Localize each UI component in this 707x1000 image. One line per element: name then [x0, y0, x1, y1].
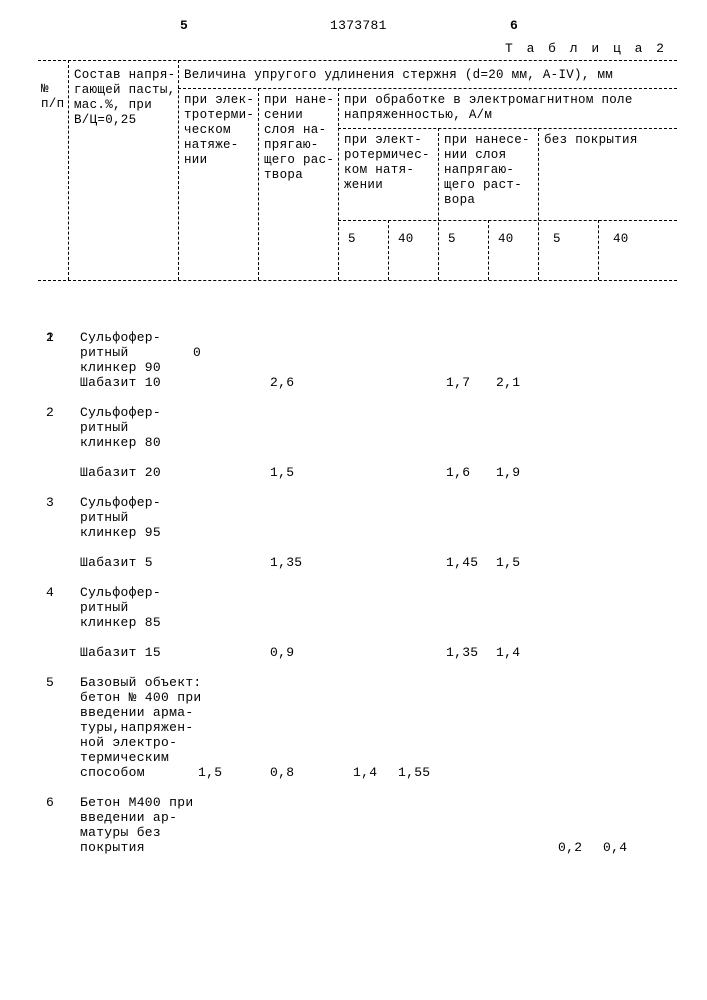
composition: Сульфофер- ритный клинкер 80: [80, 405, 220, 450]
value-em-layer-5: 1,35: [446, 645, 491, 660]
value-em-layer-5: 1,45: [446, 555, 491, 570]
col-header-em-layer: при нанесе- нии слоя напрягаю- щего раст…: [444, 133, 536, 208]
rule: [488, 220, 489, 280]
page: 5 1373781 6 Т а б л и ц а 2 № п/п Состав…: [0, 0, 707, 1000]
row-number: 2: [46, 330, 66, 345]
page-number-right: 6: [510, 18, 518, 33]
col-header-em-electro: при элект- ротермичес- ком натя- жении: [344, 133, 436, 193]
row-number: 2: [46, 405, 66, 420]
col-header-5: 5: [448, 232, 456, 247]
composition: Шабазит 20: [80, 465, 220, 480]
rule: [38, 280, 677, 281]
rule: [598, 220, 599, 280]
rule: [338, 128, 677, 129]
row-number: 5: [46, 675, 66, 690]
rule: [68, 60, 69, 280]
value-layer: 0,8: [270, 765, 315, 780]
col-header-5: 5: [553, 232, 561, 247]
col-header-40: 40: [398, 232, 414, 247]
value-em-bare-40: 0,4: [603, 840, 648, 855]
col-header-40: 40: [613, 232, 629, 247]
page-number-left: 5: [180, 18, 188, 33]
value-em-electro-5: 1,4: [353, 765, 398, 780]
composition: Бетон М400 при введении ар- матуры без п…: [80, 795, 220, 855]
value-electro: 0: [193, 345, 238, 360]
row-number: 3: [46, 495, 66, 510]
composition: Шабазит 5: [80, 555, 220, 570]
rule: [178, 88, 677, 89]
composition: Шабазит 10: [80, 375, 220, 390]
value-em-layer-5: 1,6: [446, 465, 491, 480]
value-em-electro-40: 1,55: [398, 765, 443, 780]
composition: Сульфофер- ритный клинкер 85: [80, 585, 220, 630]
col-header-40: 40: [498, 232, 514, 247]
col-header-main: Величина упругого удлинения стержня (d=2…: [184, 68, 674, 83]
col-header-composition: Состав напря- гающей пасты, мас.%, при В…: [74, 68, 176, 128]
page-numbers: 5 1373781 6: [35, 20, 677, 38]
value-em-layer-5: 1,7: [446, 375, 491, 390]
value-em-layer-40: 2,1: [496, 375, 541, 390]
rule: [388, 220, 389, 280]
rule: [258, 88, 259, 280]
composition: Сульфофер- ритный клинкер 95: [80, 495, 220, 540]
rule: [538, 128, 539, 280]
value-layer: 1,35: [270, 555, 315, 570]
value-layer: 1,5: [270, 465, 315, 480]
rule: [438, 128, 439, 280]
table-label: Т а б л и ц а 2: [505, 41, 667, 56]
value-em-layer-40: 1,5: [496, 555, 541, 570]
col-header-emfield: при обработке в электромагнитном поле на…: [344, 93, 674, 123]
value-em-bare-5: 0,2: [558, 840, 603, 855]
col-header-layer: при нане- сении слоя на- прягаю- щего ра…: [264, 93, 336, 183]
row-number: 6: [46, 795, 66, 810]
value-em-layer-40: 1,9: [496, 465, 541, 480]
col-header-np: № п/п: [41, 82, 67, 112]
value-layer: 0,9: [270, 645, 315, 660]
col-header-5: 5: [348, 232, 356, 247]
row-number: 4: [46, 585, 66, 600]
col-header-electro: при элек- тротерми- ческом натяже- нии: [184, 93, 256, 168]
col-header-em-bare: без покрытия: [544, 133, 664, 148]
value-layer: 2,6: [270, 375, 315, 390]
value-em-layer-40: 1,4: [496, 645, 541, 660]
composition: Шабазит 15: [80, 645, 220, 660]
rule: [178, 60, 179, 280]
document-number: 1373781: [330, 18, 387, 33]
value-electro: 1,5: [198, 765, 243, 780]
rule: [338, 88, 339, 280]
rule: [38, 60, 677, 61]
